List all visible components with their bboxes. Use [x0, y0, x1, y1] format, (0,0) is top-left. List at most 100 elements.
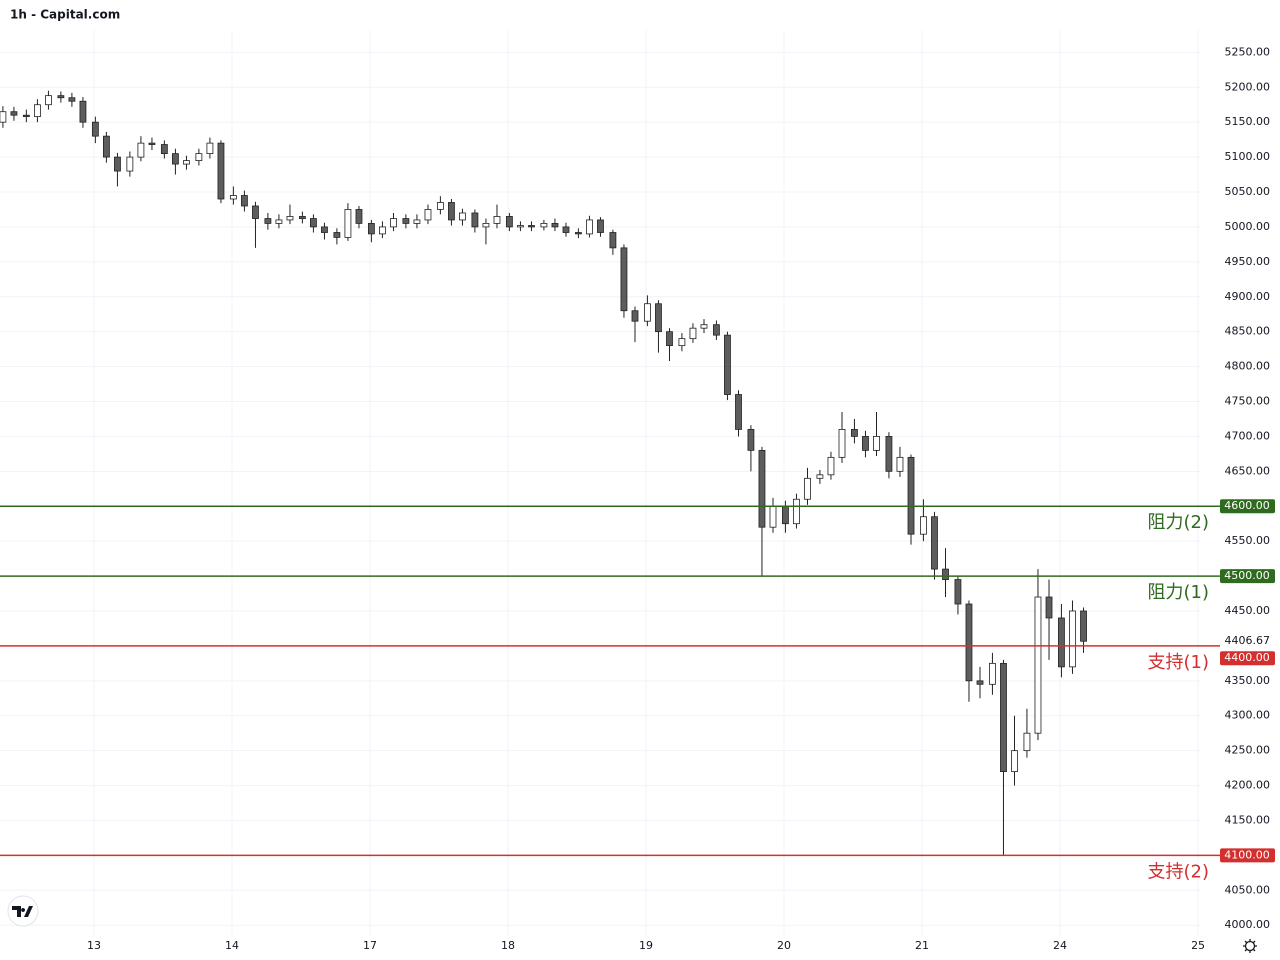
candle-body	[355, 209, 363, 224]
y-tick-label: 4450.00	[1225, 604, 1271, 617]
y-tick-label: 4900.00	[1225, 290, 1271, 303]
candle-body	[920, 516, 927, 535]
candle-body	[769, 505, 777, 528]
candle-body	[1058, 617, 1065, 668]
candle-body	[1000, 662, 1007, 772]
candle-body	[782, 505, 789, 525]
candle-body	[241, 195, 248, 207]
x-tick-label: 20	[777, 939, 791, 952]
level-price-box	[1220, 569, 1275, 584]
candle-body	[206, 142, 214, 154]
candle-body	[540, 223, 548, 228]
y-tick-label: 5000.00	[1225, 220, 1271, 233]
candle-body	[402, 218, 410, 224]
candle-body	[22, 114, 30, 117]
y-tick-label: 5150.00	[1225, 115, 1271, 128]
candle-body	[379, 226, 386, 235]
candle-body	[700, 324, 708, 329]
y-tick-label: 4700.00	[1225, 429, 1271, 442]
candle-body	[68, 97, 76, 102]
settings-icon[interactable]	[1243, 939, 1257, 953]
candle-body	[160, 144, 168, 154]
candle-body	[885, 436, 893, 472]
candle-body	[195, 153, 203, 161]
level-name: 支持(1)	[1148, 652, 1210, 673]
candle-body	[229, 195, 237, 200]
candle-body	[873, 436, 880, 451]
candle-body	[862, 436, 869, 451]
candle-body	[989, 662, 996, 685]
candle-body	[459, 212, 466, 221]
candle-body	[816, 474, 824, 479]
level-name: 支持(2)	[1148, 861, 1210, 882]
candle-body	[575, 232, 582, 235]
level-price-box	[1220, 499, 1275, 514]
x-tick-label: 14	[225, 939, 239, 952]
candle-body	[275, 219, 283, 224]
candle-body	[471, 212, 479, 228]
candle-body	[137, 142, 145, 158]
candle-body	[298, 216, 306, 219]
y-tick-label: 4000.00	[1225, 918, 1271, 931]
candle-body	[758, 449, 766, 528]
candle-body	[10, 111, 18, 116]
level-name: 阻力(2)	[1148, 512, 1210, 533]
candle-body	[689, 327, 697, 340]
candle-body	[114, 156, 121, 172]
y-tick-label: 4250.00	[1225, 744, 1271, 757]
x-tick-label: 18	[501, 939, 515, 952]
candles	[0, 90, 1087, 856]
candle-body	[954, 579, 962, 605]
candle-body	[424, 209, 432, 221]
candle-body	[367, 223, 375, 235]
candle-body	[965, 603, 973, 682]
candle-body	[264, 218, 272, 224]
last-price-label: 4406.67	[1225, 634, 1271, 647]
y-tick-label: 4550.00	[1225, 534, 1271, 547]
candle-body	[735, 394, 742, 430]
y-tick-label: 4750.00	[1225, 394, 1271, 407]
candle-body	[793, 498, 800, 525]
candle-body	[148, 142, 156, 145]
candle-body	[804, 477, 811, 500]
candle-body	[1034, 596, 1042, 734]
grid	[0, 30, 1200, 935]
chart-title: 1h - Capital.com	[10, 8, 120, 22]
candle-body	[493, 216, 501, 224]
level-price-box	[1220, 651, 1275, 666]
candle-body	[172, 153, 179, 165]
level-price-label: 4400.00	[1224, 651, 1270, 664]
candle-body	[310, 218, 317, 228]
candle-body	[655, 303, 662, 333]
candle-body	[597, 219, 604, 233]
candle-body	[1045, 596, 1053, 619]
candle-body	[321, 226, 328, 233]
level-name: 阻力(1)	[1148, 582, 1210, 603]
x-tick-label: 13	[87, 939, 101, 952]
candle-body	[942, 568, 949, 580]
candle-body	[413, 219, 421, 224]
candle-body	[851, 429, 858, 437]
candle-body	[286, 216, 294, 221]
y-tick-label: 4800.00	[1225, 360, 1271, 373]
candle-body	[827, 456, 835, 476]
x-tick-label: 25	[1191, 939, 1205, 952]
candle-body	[931, 516, 938, 570]
x-tick-label: 19	[639, 939, 653, 952]
candle-body	[1011, 750, 1018, 772]
candle-body	[1069, 610, 1076, 668]
y-tick-label: 4650.00	[1225, 464, 1271, 477]
candle-body	[45, 95, 52, 106]
candle-body	[34, 104, 41, 117]
y-tick-label: 4050.00	[1225, 883, 1271, 896]
y-tick-label: 4300.00	[1225, 709, 1271, 722]
candle-body	[666, 331, 673, 347]
level-price-box	[1220, 848, 1275, 863]
candle-body	[907, 456, 915, 535]
candle-body	[631, 310, 639, 322]
y-tick-label: 5200.00	[1225, 80, 1271, 93]
candle-body	[896, 456, 904, 472]
candle-body	[482, 223, 490, 228]
x-tick-label: 24	[1053, 939, 1067, 952]
